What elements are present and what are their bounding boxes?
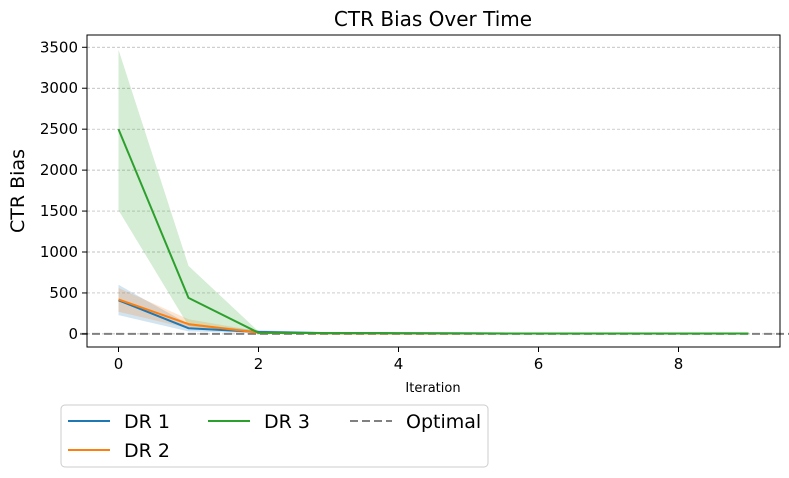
y-tick-label: 3000 xyxy=(40,79,78,97)
gridlines xyxy=(87,46,780,335)
x-axis-label: Iteration xyxy=(405,381,460,396)
legend-label: DR 1 xyxy=(124,411,170,433)
y-tick-label: 1000 xyxy=(40,243,78,261)
band-dr3 xyxy=(118,49,749,334)
y-tick-label: 1500 xyxy=(40,202,78,220)
y-tick-label: 0 xyxy=(68,325,78,343)
y-tick-label: 2000 xyxy=(40,161,78,179)
y-tick-label: 500 xyxy=(49,284,78,302)
x-tick-label: 2 xyxy=(254,355,264,373)
series-lines xyxy=(117,128,749,335)
x-tick-label: 6 xyxy=(534,355,544,373)
x-tick-label: 8 xyxy=(674,355,684,373)
y-tick-label: 2500 xyxy=(40,120,78,138)
confidence-bands xyxy=(118,49,749,334)
legend-label: DR 2 xyxy=(124,440,170,462)
plot-frame xyxy=(86,34,781,348)
legend: DR 1 DR 3 Optimal DR 2 xyxy=(60,404,489,468)
chart-title: CTR Bias Over Time xyxy=(334,7,532,31)
y-tick-label: 3500 xyxy=(40,38,78,56)
x-tick-label: 4 xyxy=(394,355,404,373)
y-axis-label: CTR Bias xyxy=(7,149,29,233)
band-dr1 xyxy=(118,284,749,334)
legend-label: DR 3 xyxy=(264,411,310,433)
legend-label: Optimal xyxy=(406,411,481,433)
line-dr3 xyxy=(117,128,749,335)
x-tick-label: 0 xyxy=(114,355,124,373)
axis-ticks: 0 500 1000 1500 2000 2500 3000 3500 0 2 4 6 8 xyxy=(40,38,683,373)
